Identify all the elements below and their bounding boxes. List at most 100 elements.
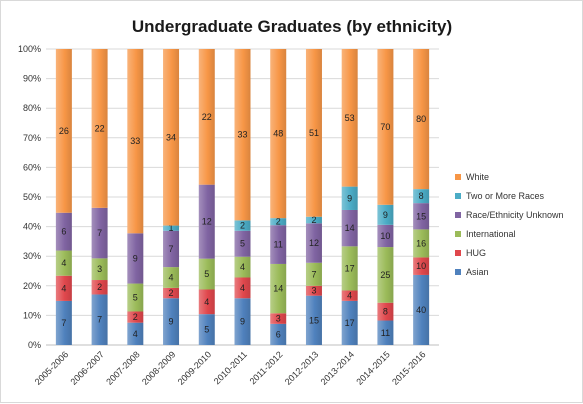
- x-tick-label: 2007-2008: [104, 349, 142, 387]
- y-tick-label: 40%: [23, 222, 41, 232]
- data-label-race-ethnicity-unknown-2009-2010: 12: [202, 217, 212, 227]
- legend-label: Two or More Races: [466, 191, 545, 201]
- data-label-white-2009-2010: 22: [202, 112, 212, 122]
- bar-race-ethnicity-unknown-2013-2014: [341, 209, 358, 247]
- legend-swatch: [455, 212, 461, 218]
- legend: White Two or More Races Race/Ethnicity Unk…: [455, 172, 564, 277]
- bar-stack-2005-2006: 7 4 4 6 26: [55, 49, 72, 345]
- bar-hug-2015-2016: [413, 257, 430, 275]
- x-tick-label: 2015-2016: [390, 349, 428, 387]
- bar-international-2013-2014: [341, 246, 358, 291]
- data-label-race-ethnicity-unknown-2014-2015: 10: [380, 231, 390, 241]
- bar-white-2006-2007: [91, 49, 108, 208]
- data-label-white-2007-2008: 33: [130, 136, 140, 146]
- bar-two-or-more-races-2012-2013: [305, 216, 322, 224]
- legend-item-two-or-more-races: Two or More Races: [455, 191, 545, 201]
- data-label-asian-2015-2016: 40: [416, 305, 426, 315]
- bar-race-ethnicity-unknown-2007-2008: [127, 233, 144, 284]
- bar-international-2014-2015: [377, 247, 394, 303]
- x-tick-label: 2005-2006: [33, 349, 71, 387]
- y-axis: 0% 10% 20% 30% 40% 50% 60% 70% 80% 90% 100%: [18, 44, 439, 350]
- bar-white-2007-2008: [127, 49, 144, 234]
- data-label-international-2013-2014: 17: [345, 263, 355, 273]
- data-label-race-ethnicity-unknown-2012-2013: 12: [309, 238, 319, 248]
- data-label-international-2005-2006: 4: [61, 258, 66, 268]
- bar-stack-2007-2008: 4 2 5 9 33: [127, 49, 144, 345]
- bar-hug-2007-2008: [127, 311, 144, 323]
- bar-race-ethnicity-unknown-2008-2009: [163, 230, 180, 268]
- bar-stack-2015-2016: 40 10 16 15 8 80: [413, 49, 430, 345]
- y-tick-label: 50%: [23, 192, 41, 202]
- data-label-two-or-more-races-2011-2012: 2: [276, 217, 281, 227]
- data-label-international-2012-2013: 7: [311, 269, 316, 279]
- x-tick-label: 2012-2013: [283, 349, 321, 387]
- legend-label: White: [466, 172, 489, 182]
- data-label-two-or-more-races-2015-2016: 8: [419, 191, 424, 201]
- data-label-asian-2006-2007: 7: [97, 315, 102, 325]
- legend-item-hug: HUG: [455, 248, 486, 258]
- y-tick-label: 30%: [23, 251, 41, 261]
- legend-item-asian: Asian: [455, 267, 489, 277]
- bars: 7446267237224259339247134545122294452336…: [55, 49, 430, 345]
- bar-international-2015-2016: [413, 229, 430, 258]
- bar-asian-2014-2015: [377, 320, 394, 345]
- legend-label: Race/Ethnicity Unknown: [466, 210, 564, 220]
- data-label-race-ethnicity-unknown-2007-2008: 9: [133, 253, 138, 263]
- bar-white-2012-2013: [305, 49, 322, 217]
- bar-race-ethnicity-unknown-2015-2016: [413, 203, 430, 230]
- bar-white-2014-2015: [377, 49, 394, 205]
- x-tick-label: 2013-2014: [319, 349, 357, 387]
- bar-international-2005-2006: [55, 250, 72, 276]
- data-label-international-2010-2011: 4: [240, 262, 245, 272]
- data-label-asian-2007-2008: 4: [133, 329, 138, 339]
- bar-stack-2006-2007: 7 2 3 7 22: [91, 49, 108, 345]
- bar-asian-2012-2013: [305, 295, 322, 345]
- bar-stack-2013-2014: 17 4 17 14 9 53: [341, 49, 358, 345]
- x-tick-label: 2010-2011: [212, 349, 249, 386]
- bar-two-or-more-races-2010-2011: [234, 220, 251, 231]
- bar-white-2013-2014: [341, 49, 358, 187]
- data-label-hug-2012-2013: 3: [311, 286, 316, 296]
- data-label-international-2011-2012: 14: [273, 284, 283, 294]
- legend-label: Asian: [466, 267, 489, 277]
- bar-race-ethnicity-unknown-2010-2011: [234, 230, 251, 257]
- data-label-hug-2005-2006: 4: [61, 283, 66, 293]
- data-label-asian-2011-2012: 6: [276, 329, 281, 339]
- data-label-white-2006-2007: 22: [95, 123, 105, 133]
- bar-international-2006-2007: [91, 258, 108, 281]
- x-tick-label: 2009-2010: [176, 349, 214, 387]
- bar-asian-2010-2011: [234, 298, 251, 345]
- bar-asian-2013-2014: [341, 300, 358, 345]
- data-label-two-or-more-races-2008-2009: 1: [169, 223, 174, 233]
- bar-hug-2010-2011: [234, 277, 251, 299]
- bar-white-2009-2010: [198, 49, 215, 185]
- bar-asian-2009-2010: [198, 314, 215, 345]
- data-label-asian-2012-2013: 15: [309, 315, 319, 325]
- bar-stack-2012-2013: 15 3 7 12 2 51: [305, 49, 322, 345]
- data-label-international-2006-2007: 3: [97, 264, 102, 274]
- bar-asian-2011-2012: [270, 323, 287, 345]
- bar-asian-2015-2016: [413, 274, 430, 345]
- bar-stack-2014-2015: 11 8 25 10 9 70: [377, 49, 394, 345]
- bar-hug-2012-2013: [305, 285, 322, 296]
- legend-item-international: International: [455, 229, 516, 239]
- bar-race-ethnicity-unknown-2009-2010: [198, 184, 215, 259]
- data-label-asian-2013-2014: 17: [345, 318, 355, 328]
- data-label-asian-2008-2009: 9: [169, 317, 174, 327]
- bar-stack-2008-2009: 9 2 4 7 1 34: [163, 49, 180, 345]
- legend-swatch: [455, 250, 461, 256]
- data-label-international-2014-2015: 25: [380, 270, 390, 280]
- bar-white-2008-2009: [163, 49, 180, 226]
- bar-two-or-more-races-2014-2015: [377, 204, 394, 225]
- bar-white-2010-2011: [234, 49, 251, 221]
- data-label-asian-2005-2006: 7: [61, 318, 66, 328]
- bar-hug-2011-2012: [270, 313, 287, 324]
- legend-swatch: [455, 193, 461, 199]
- data-label-hug-2015-2016: 10: [416, 261, 426, 271]
- legend-swatch: [455, 269, 461, 275]
- data-label-international-2008-2009: 4: [169, 272, 174, 282]
- data-label-two-or-more-races-2014-2015: 9: [383, 210, 388, 220]
- bar-race-ethnicity-unknown-2006-2007: [91, 207, 108, 259]
- data-label-hug-2007-2008: 2: [133, 312, 138, 322]
